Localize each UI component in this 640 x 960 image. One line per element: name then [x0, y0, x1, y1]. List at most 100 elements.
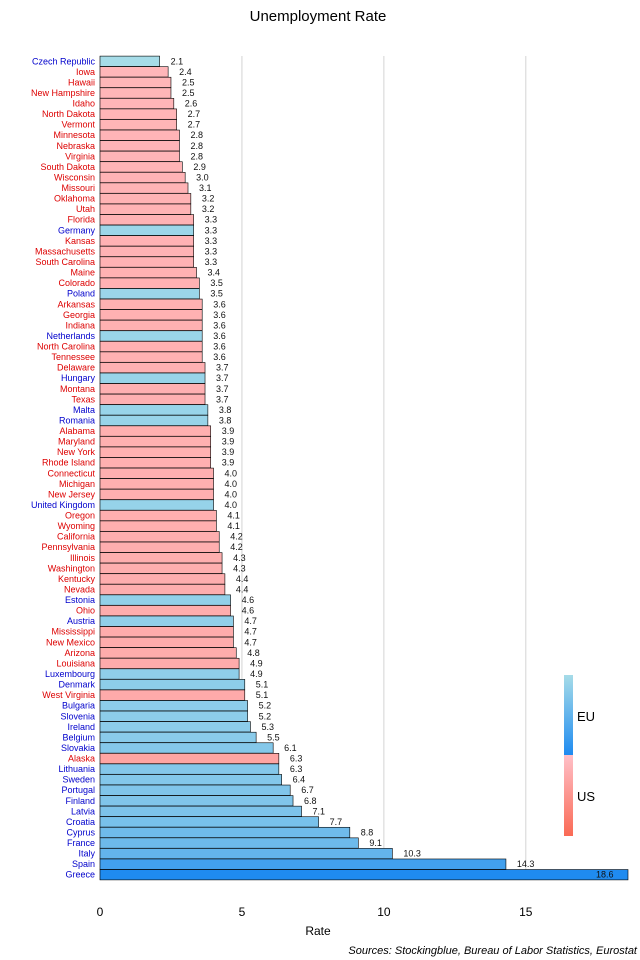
category-label: Slovenia	[60, 711, 95, 721]
category-label: Spain	[72, 859, 95, 869]
category-label: Utah	[76, 204, 95, 214]
category-label: Montana	[60, 384, 95, 394]
value-label: 4.0	[225, 489, 238, 499]
bar	[99, 256, 194, 268]
bar	[99, 351, 203, 363]
chart-title: Unemployment Rate	[250, 8, 387, 25]
value-label: 4.0	[225, 468, 238, 478]
category-label: Delaware	[57, 363, 95, 373]
value-label: 3.6	[213, 299, 226, 309]
bar	[99, 636, 234, 648]
x-tick-label: 10	[377, 905, 391, 919]
source-note: Sources: Stockingblue, Bureau of Labor S…	[348, 945, 638, 957]
value-label: 2.7	[188, 120, 201, 130]
value-label: 5.2	[259, 701, 272, 711]
bar	[99, 87, 172, 99]
bar	[99, 858, 507, 870]
category-label: West Virginia	[42, 690, 95, 700]
bar	[99, 193, 192, 205]
category-label: South Carolina	[35, 257, 95, 267]
category-label: Colorado	[58, 278, 95, 288]
value-label: 2.5	[182, 88, 195, 98]
category-label: North Carolina	[37, 342, 95, 352]
value-label: 3.2	[202, 194, 215, 204]
bar	[99, 224, 194, 236]
category-label: Romania	[59, 415, 95, 425]
category-label: Denmark	[58, 680, 95, 690]
category-label: Indiana	[65, 320, 95, 330]
bar	[99, 140, 180, 152]
bar	[99, 657, 240, 669]
category-label: Netherlands	[46, 331, 95, 341]
bar	[99, 235, 194, 247]
category-label: Italy	[78, 849, 95, 859]
legend-eu-swatch	[564, 675, 573, 755]
bar	[99, 393, 206, 405]
category-label: Latvia	[71, 806, 95, 816]
category-label: Vermont	[61, 120, 95, 130]
value-label: 3.2	[202, 204, 215, 214]
value-label: 3.6	[213, 310, 226, 320]
category-label: New Jersey	[48, 489, 96, 499]
bar	[99, 721, 251, 733]
value-label: 2.8	[190, 141, 203, 151]
category-label: Czech Republic	[32, 56, 96, 66]
value-label: 4.4	[236, 584, 249, 594]
category-label: Sweden	[62, 775, 95, 785]
x-axis-ticks: 0 5 10 15	[97, 905, 533, 919]
bar	[99, 541, 220, 553]
value-label: 9.1	[369, 838, 382, 848]
bar	[99, 150, 180, 162]
bar	[99, 816, 319, 828]
value-label: 3.3	[205, 236, 218, 246]
bar	[99, 203, 192, 215]
value-label: 4.7	[244, 616, 257, 626]
bar	[99, 848, 393, 860]
bar	[99, 330, 203, 342]
value-label: 3.4	[208, 268, 221, 278]
bar	[99, 562, 223, 574]
bar	[99, 319, 203, 331]
bar	[99, 172, 186, 183]
value-label: 3.9	[222, 458, 235, 468]
value-label: 18.6	[596, 870, 614, 880]
value-label: 14.3	[517, 859, 535, 869]
value-label: 3.9	[222, 437, 235, 447]
value-label: 4.9	[250, 669, 263, 679]
bar	[99, 520, 217, 532]
category-label: Alaska	[68, 754, 95, 764]
value-label: 3.5	[210, 289, 223, 299]
category-label: Greece	[65, 870, 95, 880]
category-label: Illinois	[70, 553, 96, 563]
bar	[99, 837, 359, 849]
bar	[99, 298, 203, 310]
category-label: Cyprus	[66, 827, 95, 837]
value-label: 4.6	[242, 595, 255, 605]
category-label: Austria	[67, 616, 95, 626]
bar	[99, 457, 212, 469]
value-label: 3.1	[199, 183, 212, 193]
bar	[99, 362, 206, 374]
category-label: Texas	[71, 394, 95, 404]
bar	[99, 245, 194, 257]
value-label: 3.7	[216, 384, 229, 394]
value-label: 3.3	[205, 257, 218, 267]
bar	[99, 753, 280, 764]
bar	[99, 108, 177, 120]
bar	[99, 647, 237, 659]
value-label: 3.7	[216, 373, 229, 383]
bar	[99, 414, 209, 426]
value-label: 4.8	[247, 648, 260, 658]
bar	[99, 742, 274, 754]
category-label: California	[57, 532, 95, 542]
category-label: Iowa	[76, 67, 95, 77]
category-label: Portugal	[61, 785, 95, 795]
legend-us-swatch	[564, 755, 573, 836]
bar	[99, 372, 206, 384]
value-label: 7.7	[330, 817, 343, 827]
value-label: 6.1	[284, 743, 297, 753]
x-tick-label: 0	[97, 905, 104, 919]
value-label: 3.5	[210, 278, 223, 288]
value-label: 10.3	[403, 849, 421, 859]
